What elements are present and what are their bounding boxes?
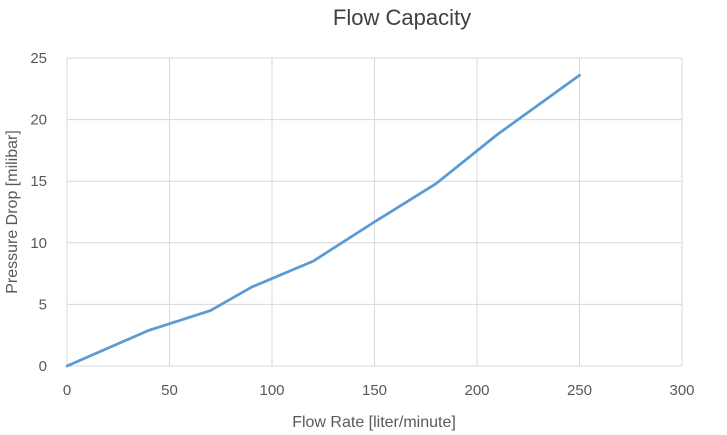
x-axis-title: Flow Rate [liter/minute]	[292, 414, 456, 431]
y-tick-label: 15	[30, 173, 47, 190]
y-tick-label: 0	[39, 358, 47, 375]
x-tick-label: 50	[161, 382, 178, 399]
series-layer	[65, 73, 581, 368]
tick-layer: 0 50 100 150 200 250 300 0 5 10 15 20 25	[30, 50, 694, 399]
chart-title: Flow Capacity	[333, 5, 471, 30]
series-line	[65, 73, 581, 368]
y-tick-label: 20	[30, 112, 47, 129]
y-axis-title: Pressure Drop [milibar]	[4, 130, 21, 294]
x-tick-label: 150	[362, 382, 387, 399]
x-tick-label: 100	[259, 382, 284, 399]
x-tick-label: 200	[464, 382, 489, 399]
x-tick-label: 300	[669, 382, 694, 399]
grid-layer	[66, 57, 683, 367]
y-tick-label: 10	[30, 235, 47, 252]
x-tick-label: 250	[567, 382, 592, 399]
y-tick-label: 25	[30, 50, 47, 67]
y-tick-label: 5	[39, 296, 47, 313]
x-tick-label: 0	[63, 382, 71, 399]
